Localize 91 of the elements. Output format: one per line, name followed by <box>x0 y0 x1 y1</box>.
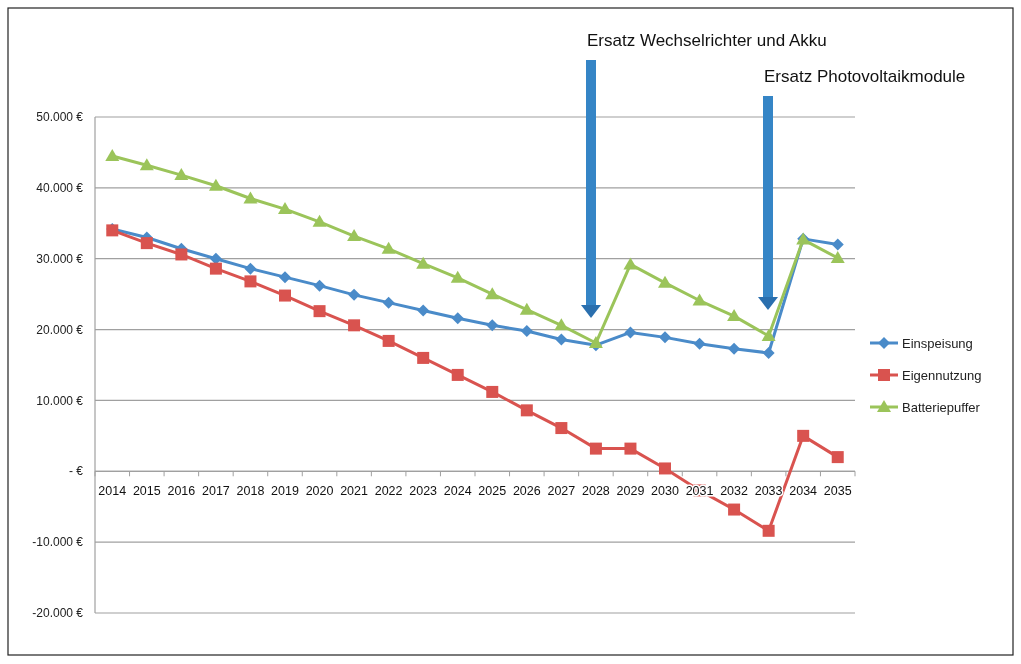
x-tick-label: 2016 <box>167 484 196 499</box>
point <box>451 368 464 381</box>
x-tick-label: 2024 <box>443 484 472 499</box>
x-tick-label: 2027 <box>547 484 576 499</box>
point <box>347 229 362 242</box>
point <box>831 451 844 464</box>
point <box>208 178 223 191</box>
point <box>417 304 430 317</box>
point <box>381 241 396 254</box>
point <box>623 257 638 270</box>
point <box>278 202 292 215</box>
point <box>486 319 499 332</box>
point <box>692 293 707 306</box>
text: Ersatz Photovoltaikmodule <box>764 67 966 86</box>
y-tick-label: 40.000 € <box>36 181 84 196</box>
point <box>831 238 844 251</box>
x-tick-label: 2032 <box>720 484 749 499</box>
point <box>416 256 431 269</box>
point <box>313 305 326 318</box>
point <box>348 288 361 301</box>
point <box>624 326 637 339</box>
x-tick-label: 2030 <box>651 484 679 499</box>
text: Ersatz Wechselrichter und Akku <box>587 31 827 50</box>
point <box>659 331 671 344</box>
point <box>624 442 637 455</box>
legend-label: Einspeisung <box>902 335 973 351</box>
x-tick-label: 2018 <box>236 484 265 499</box>
point <box>382 334 395 347</box>
point <box>279 271 291 284</box>
legend-label: Batteriepuffer <box>902 399 981 415</box>
point <box>728 342 741 355</box>
y-tick-label: 50.000 € <box>36 110 84 125</box>
point <box>554 318 569 331</box>
x-tick-label: 2033 <box>754 484 783 499</box>
point <box>139 158 154 171</box>
point <box>174 168 189 181</box>
x-tick-label: 2031 <box>685 484 714 499</box>
point <box>140 237 153 250</box>
point <box>209 262 222 275</box>
y-tick-label: -20.000 € <box>32 606 84 621</box>
point <box>417 351 430 364</box>
x-tick-label: 2022 <box>374 484 403 499</box>
point <box>659 462 671 475</box>
x-tick-label: 2034 <box>789 484 818 499</box>
x-tick-label: 2029 <box>616 484 645 499</box>
point <box>520 324 533 337</box>
legend-label: Eigennutzung <box>902 367 982 383</box>
x-tick-label: 2026 <box>512 484 541 499</box>
point <box>762 524 775 537</box>
point <box>451 312 464 325</box>
point <box>244 262 257 275</box>
x-tick-label: 2015 <box>132 484 161 499</box>
y-tick-label: - € <box>68 464 84 479</box>
y-tick-label: 30.000 € <box>36 251 84 266</box>
point <box>244 275 257 288</box>
point <box>243 191 258 204</box>
x-tick-label: 2019 <box>271 484 299 499</box>
point <box>485 287 500 300</box>
point <box>279 289 291 302</box>
y-tick-label: -10.000 € <box>32 535 84 550</box>
point <box>693 337 706 350</box>
point <box>727 309 742 322</box>
x-tick-label: 2023 <box>409 484 438 499</box>
point <box>555 422 568 435</box>
point <box>312 214 327 227</box>
point <box>797 429 810 442</box>
point <box>761 328 776 341</box>
point <box>519 302 534 315</box>
point <box>520 404 533 417</box>
point <box>105 148 120 161</box>
y-tick-label: 20.000 € <box>36 322 84 337</box>
x-tick-label: 2025 <box>478 484 507 499</box>
x-tick-label: 2021 <box>340 484 369 499</box>
point <box>762 346 775 359</box>
x-tick-label: 2020 <box>305 484 334 499</box>
point <box>830 251 845 264</box>
point <box>555 333 568 346</box>
point <box>382 296 395 309</box>
x-tick-label: 2028 <box>582 484 610 499</box>
point <box>450 270 465 283</box>
x-tick-label: 2014 <box>98 484 127 499</box>
x-tick-label: 2017 <box>202 484 230 499</box>
point <box>658 275 672 288</box>
point <box>728 503 741 516</box>
point <box>348 319 361 332</box>
y-tick-label: 10.000 € <box>36 393 84 408</box>
point <box>175 248 188 261</box>
point <box>313 279 326 292</box>
point <box>589 442 602 455</box>
point <box>486 385 499 398</box>
x-tick-label: 2035 <box>823 484 852 499</box>
